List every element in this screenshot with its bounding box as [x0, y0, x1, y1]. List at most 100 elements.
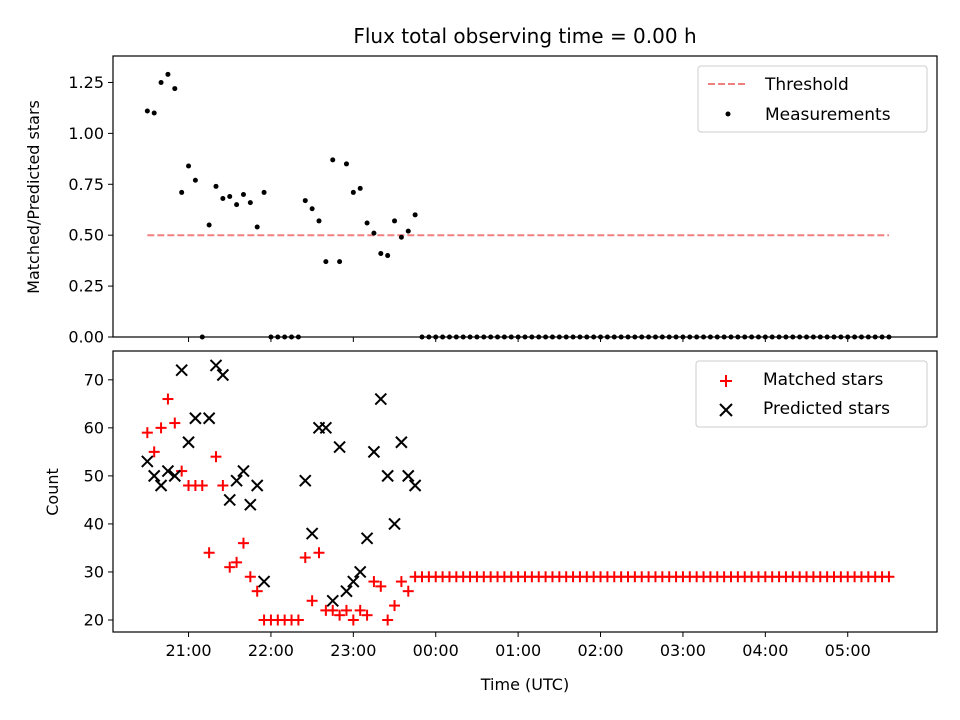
measurement-point — [392, 218, 398, 224]
x-tick-label: 05:00 — [825, 641, 871, 660]
top-y-axis-label: Matched/Predicted stars — [24, 100, 43, 294]
legend-measurement-marker — [725, 111, 731, 117]
predicted-star-point — [305, 527, 319, 540]
predicted-star-point — [347, 575, 360, 588]
x-axis-label: Time (UTC) — [480, 675, 569, 694]
bottom-y-tick-label: 70 — [84, 370, 104, 389]
matched-star-point — [347, 614, 359, 626]
top-y-tick-label: 1.00 — [68, 124, 104, 143]
matched-star-point — [210, 451, 222, 463]
top-panel: 0.00 0.25 0.50 0.75 1.00 1.25 Matched/Predict… — [24, 55, 938, 347]
matched-star-point — [334, 609, 346, 621]
measurement-point — [227, 194, 233, 199]
matched-star-point — [299, 552, 311, 564]
measurement-point — [240, 191, 246, 197]
bottom-panel: 20 30 40 50 60 70 21:00 22:00 23:00 00:00 01:00 02… — [43, 350, 938, 694]
predicted-star-point — [182, 436, 195, 449]
measurement-point — [186, 163, 192, 169]
bottom-legend-box — [695, 360, 928, 428]
predicted-star-point — [237, 464, 250, 478]
measurement-point — [385, 253, 391, 259]
measurement-point — [330, 157, 336, 163]
matched-star-point — [203, 547, 215, 559]
top-y-tick-label: 0.25 — [68, 277, 104, 296]
legend-measurement-label: Measurements — [765, 105, 891, 125]
matched-star-point — [196, 479, 208, 491]
matched-star-point — [327, 604, 339, 616]
top-legend: Threshold Measurements — [697, 65, 928, 133]
legend-threshold-label: Threshold — [764, 75, 849, 95]
predicted-star-point — [381, 469, 394, 483]
bottom-axes-frame — [112, 350, 938, 633]
top-y-tick-label: 0.75 — [68, 175, 104, 194]
measurement-point — [323, 259, 329, 265]
predicted-star-point — [319, 421, 333, 435]
chart-title: Flux total observing time = 0.00 h — [353, 24, 696, 48]
measurement-point — [158, 79, 164, 85]
measurement-point — [144, 108, 150, 114]
predicted-star-point — [402, 469, 415, 483]
predicted-star-point — [388, 517, 401, 531]
matched-star-point — [395, 576, 407, 588]
predicted-star-point — [333, 440, 346, 454]
x-tick-label: 02:00 — [577, 641, 623, 660]
predicted-star-point — [209, 359, 223, 372]
predicted-star-point — [216, 368, 230, 382]
measurement-point — [254, 224, 260, 230]
matched-star-point — [368, 576, 380, 588]
matched-star-point — [162, 393, 174, 405]
predicted-star-point — [175, 364, 188, 377]
predicted-star-point — [395, 436, 408, 449]
legend-matched-marker — [720, 375, 732, 387]
matched-star-point — [375, 580, 387, 592]
measurement-point — [206, 222, 212, 228]
measurement-point — [337, 259, 343, 265]
matched-star-point — [883, 571, 895, 583]
matched-star-point — [176, 465, 188, 477]
predicted-star-point — [154, 479, 168, 492]
measurement-point — [343, 161, 349, 167]
x-tick-label: 21:00 — [165, 641, 211, 660]
measurement-point — [316, 218, 322, 224]
measurement-point — [350, 189, 356, 195]
predicted-star-point — [141, 455, 154, 468]
bottom-x-ticks: 21:00 22:00 23:00 00:00 01:00 02:00 03:00 04:00… — [165, 632, 871, 660]
bottom-legend: Matched stars Predicted stars — [695, 360, 928, 428]
predicted-star-point — [147, 469, 161, 483]
predicted-star-point — [408, 479, 422, 492]
predicted-star-point — [326, 594, 339, 607]
matched-star-point — [354, 604, 366, 616]
legend-predicted-marker — [719, 403, 733, 417]
predicted-star-point — [340, 584, 353, 598]
matched-star-point — [389, 600, 401, 612]
measurement-point — [234, 202, 240, 208]
matched-star-point — [382, 614, 394, 626]
top-y-tick-label: 0.50 — [68, 226, 104, 245]
top-y-ticks: 0.00 0.25 0.50 0.75 1.00 1.25 — [68, 73, 113, 347]
predicted-star-point — [244, 498, 257, 511]
legend-predicted-label: Predicted stars — [763, 399, 890, 419]
bottom-marks — [141, 359, 895, 626]
legend-matched-label: Matched stars — [763, 370, 883, 390]
bottom-y-tick-label: 20 — [84, 610, 104, 629]
matched-star-point — [402, 585, 414, 597]
predicted-star-point — [353, 565, 367, 579]
measurement-point — [179, 189, 185, 195]
top-y-tick-label: 0.00 — [68, 328, 104, 347]
predicted-star-point — [299, 474, 312, 487]
measurement-point — [261, 189, 267, 195]
bottom-y-ticks: 20 30 40 50 60 70 — [84, 370, 113, 629]
predicted-star-point — [168, 469, 182, 483]
predicted-star-point — [202, 412, 216, 425]
matched-star-point — [155, 422, 167, 434]
measurement-point — [247, 200, 253, 206]
matched-star-point — [224, 561, 236, 573]
measurement-point — [364, 220, 370, 226]
matched-star-point — [292, 614, 304, 626]
measurement-point — [220, 196, 226, 202]
predicted-star-point — [257, 575, 271, 588]
matched-star-point — [361, 609, 373, 621]
matched-star-point — [231, 556, 243, 568]
measurement-point — [151, 110, 157, 116]
